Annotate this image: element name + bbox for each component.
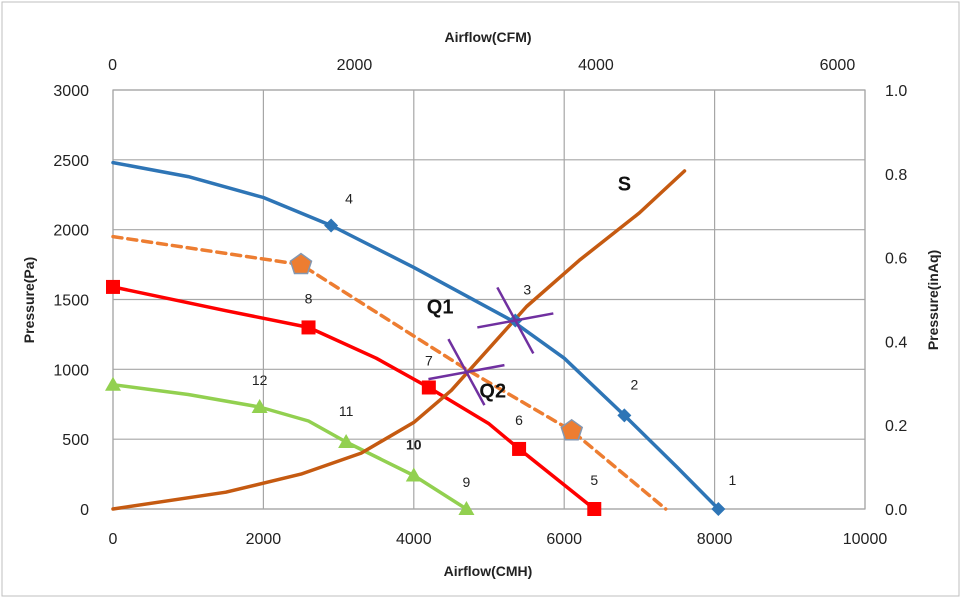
annotation-s: S [618,174,631,196]
pentagon-marker [289,252,313,275]
square-marker [301,320,316,335]
x-tick-label: 6000 [546,531,582,548]
point-label-12: 12 [252,372,268,388]
point-label-8: 8 [305,290,313,306]
right-tick-label: 0.2 [885,418,907,435]
right-tick-label: 0.6 [885,251,907,268]
top-tick-label: 2000 [337,57,373,74]
point-label-1: 1 [728,472,736,488]
y-tick-label: 2000 [53,223,89,240]
point-label-5: 5 [590,472,598,488]
annotation-q1: Q1 [427,296,454,318]
point-label-11: 11 [339,403,354,419]
point-label-10: 10 [406,436,422,452]
y-tick-label: 0 [80,502,89,519]
square-marker [587,502,602,516]
annotation-q2: Q2 [479,380,506,402]
axes: 0 2000 4000 6000 8000 10000050010001500200025… [53,57,907,548]
x-axis-title-top: Airflow(CFM) [444,29,531,45]
triangle-marker [405,467,422,482]
point-label-9: 9 [463,474,471,490]
plot-area-border [112,89,866,510]
right-tick-label: 0.8 [885,167,907,184]
y-tick-label: 1000 [53,362,89,379]
diamond-marker [617,408,632,423]
series-line-2 [111,234,668,511]
right-tick-label: 0.0 [885,502,907,519]
diamond-marker [711,502,726,516]
triangle-marker [338,433,355,448]
point-label-2: 2 [630,376,638,392]
x-tick-label: 4000 [396,531,432,548]
y-tick-label: 1500 [53,293,89,310]
point-label-3: 3 [523,281,531,297]
diamond-marker [324,218,339,233]
x-tick-label: 0 [109,531,118,548]
top-tick-label: 6000 [820,57,856,74]
top-tick-label: 4000 [578,57,614,74]
triangle-marker [251,399,268,414]
y-tick-label: 500 [62,432,89,449]
x-tick-label: 10000 [843,531,888,548]
point-label-6: 6 [515,412,523,428]
point-label-7: 7 [425,352,433,368]
y-axis-title-left: Pressure(Pa) [21,257,37,343]
x-tick-label: 8000 [697,531,733,548]
y-tick-label: 2500 [53,153,89,170]
label-layer: 4 3 2 1 8 7 6 5 12 11 10 9 S Q1 Q2 [252,174,737,490]
right-tick-label: 0.4 [885,334,907,351]
marker-layer [105,218,726,516]
square-marker [512,441,527,456]
top-tick-label: 0 [108,57,117,74]
operating-point-cross-q1 [477,312,554,329]
y-tick-label: 3000 [53,83,89,100]
triangle-marker [105,376,121,391]
x-tick-label: 2000 [246,531,282,548]
point-label-4: 4 [345,190,353,206]
x-axis-title-bottom: Airflow(CMH) [444,563,533,579]
series-line-1 [111,160,721,511]
series-line-s [111,169,687,511]
square-marker [106,279,120,294]
right-tick-label: 1.0 [885,83,907,100]
pentagon-marker [560,418,584,441]
triangle-marker [458,501,475,515]
square-marker [421,380,436,395]
operating-point-cross-q2 [428,363,505,381]
y-axis-title-right: Pressure(inAq) [925,250,941,350]
